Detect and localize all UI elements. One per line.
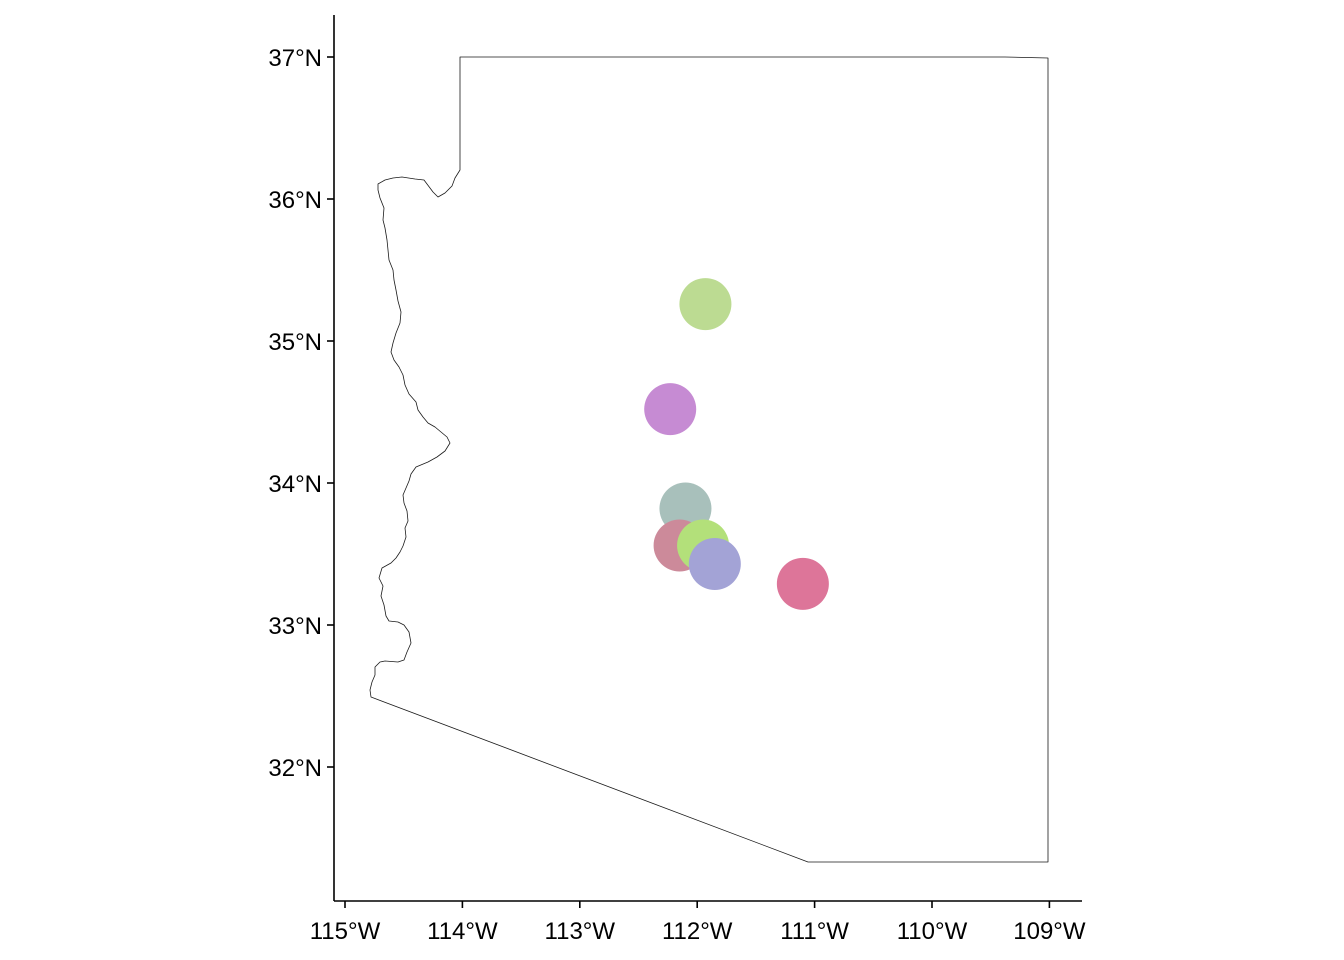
arizona-state-outline (369, 56, 1049, 863)
x-tick-label: 109°W (1013, 918, 1086, 945)
location-point (776, 557, 829, 610)
location-point (679, 278, 732, 331)
y-tick-label: 34°N (268, 471, 322, 498)
y-tick-label: 32°N (268, 755, 322, 782)
y-tick-label: 35°N (268, 329, 322, 356)
x-tick-label: 113°W (545, 918, 616, 945)
state-boundary (369, 56, 1049, 863)
y-tick-label: 37°N (268, 45, 322, 72)
x-tick-label: 114°W (427, 918, 498, 945)
points-layer (644, 278, 829, 610)
location-point (644, 383, 697, 436)
x-tick-label: 110°W (897, 918, 968, 945)
y-tick-label: 36°N (268, 187, 322, 214)
x-tick-label: 111°W (780, 918, 849, 945)
x-tick-label: 115°W (310, 918, 381, 945)
location-point (688, 537, 741, 590)
x-tick-label: 112°W (662, 918, 733, 945)
y-tick-label: 33°N (268, 613, 322, 640)
axes: 115°W 114°W 113°W 112°W 111°W 110°W 109°W 32°N 3… (268, 15, 1086, 945)
